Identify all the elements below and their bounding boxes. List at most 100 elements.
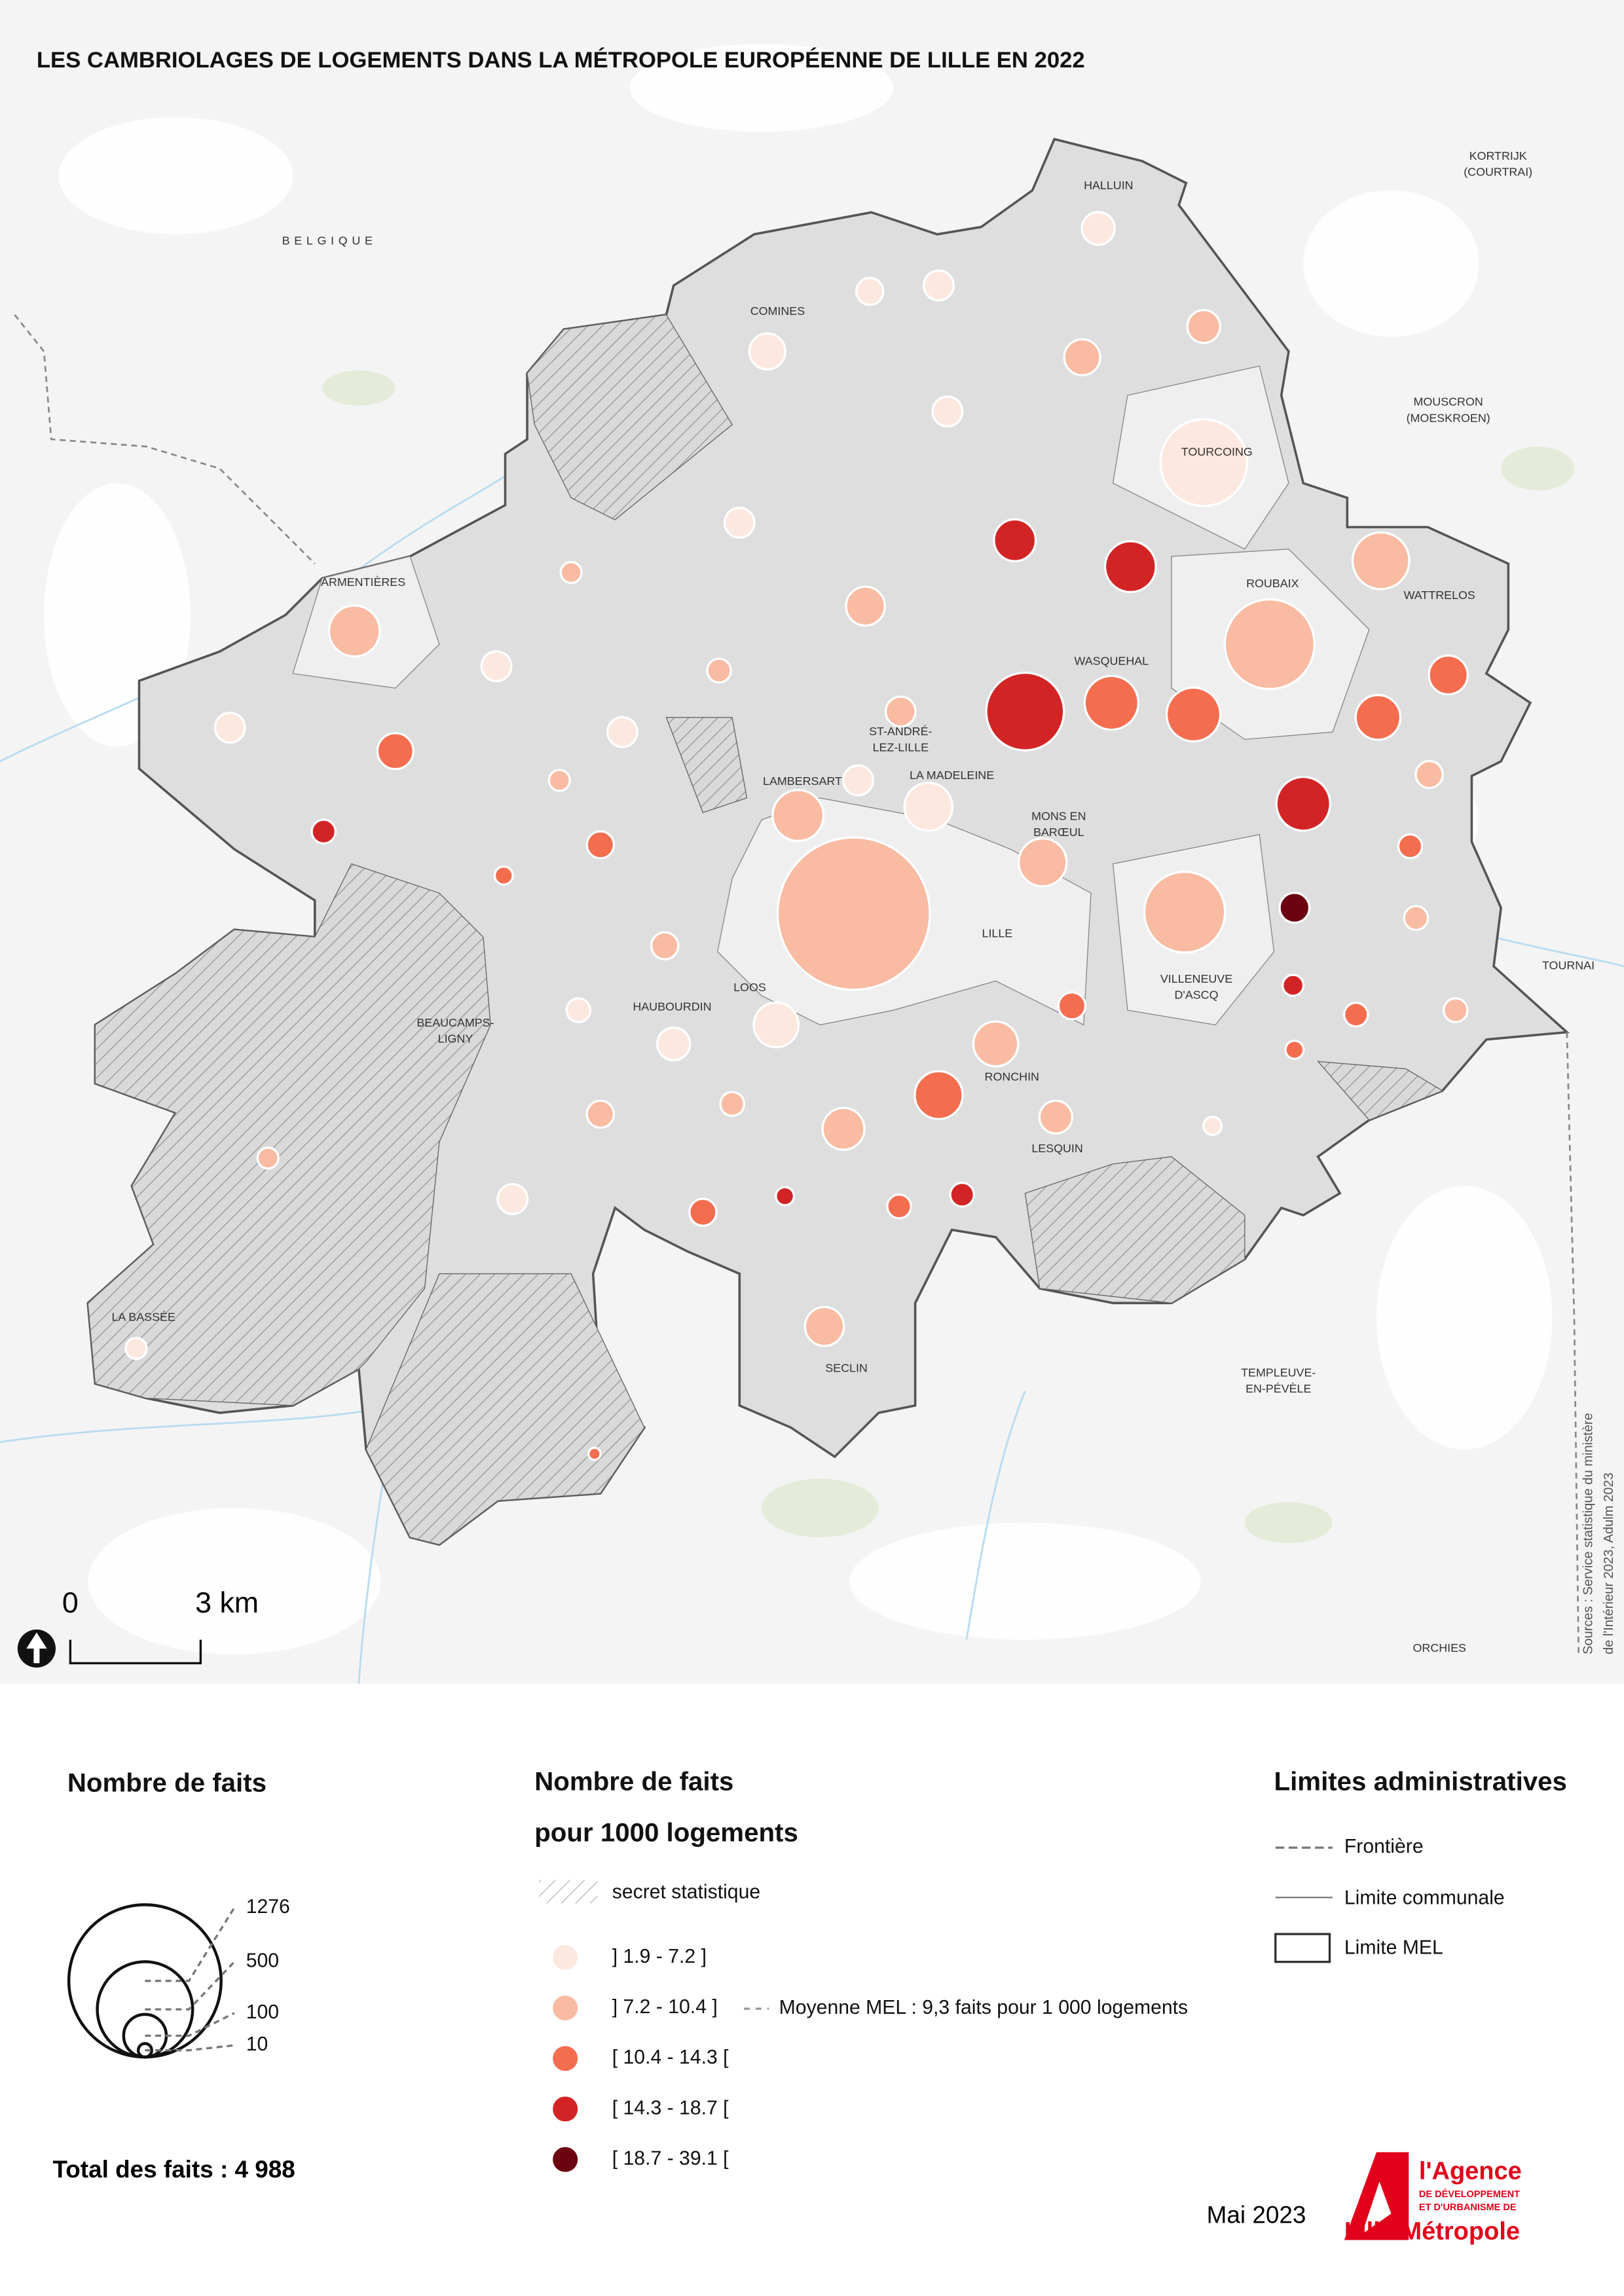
place-label: EN-PÉVÈLE <box>1246 1382 1311 1395</box>
legend-size-label: 1276 <box>246 1896 290 1918</box>
place-label: LILLE <box>982 927 1013 940</box>
bubble <box>1159 418 1249 507</box>
bubble <box>1342 1001 1369 1028</box>
bubble <box>493 865 514 886</box>
place-label: BARŒUL <box>1033 826 1084 839</box>
legend-leader <box>145 2012 235 2037</box>
bubble-layer <box>124 211 1469 1461</box>
bubble <box>886 1193 912 1220</box>
bubble <box>1038 1099 1074 1135</box>
place-label: TOURNAI <box>1542 959 1595 972</box>
bubble <box>1414 759 1444 790</box>
bubble <box>1281 974 1305 997</box>
bubble <box>547 769 571 792</box>
legend-size-label: 10 <box>246 2033 268 2055</box>
legend-title: Limites administratives <box>1274 1766 1567 1796</box>
bubble <box>1354 693 1402 741</box>
bubble <box>310 818 337 845</box>
bubble <box>884 695 917 728</box>
logo-text: l'Agence <box>1419 2158 1522 2185</box>
bubble <box>585 830 616 860</box>
bubble <box>855 276 885 306</box>
legend-title: pour 1000 logements <box>534 1818 798 1848</box>
bubble <box>1428 654 1469 696</box>
place-label: TOURCOING <box>1181 445 1253 458</box>
place-label: WASQUEHAL <box>1075 655 1149 668</box>
secret-areas <box>87 314 1444 1546</box>
legend-label: Frontière <box>1344 1836 1424 1857</box>
bubble <box>1202 1116 1223 1137</box>
total: Total des faits : 4 988 <box>53 2156 295 2183</box>
place-label: ST-ANDRÉ- <box>869 725 932 738</box>
green-areas <box>322 370 1574 1544</box>
scale-distance: 3 km <box>195 1587 259 1619</box>
bubble <box>903 782 954 832</box>
bubble <box>1103 540 1157 593</box>
place-label: WATTRELOS <box>1404 589 1475 602</box>
place-label: VILLENEUVE <box>1160 972 1232 985</box>
legend-title: Nombre de faits <box>67 1768 267 1798</box>
bubble <box>931 395 964 428</box>
place-label: LEZ-LILLE <box>873 740 929 754</box>
legend-class-label: [ 18.7 - 39.1 [ <box>612 2147 729 2169</box>
logo-text: ET D'URBANISME DE <box>1419 2202 1517 2213</box>
bubble <box>719 1091 745 1117</box>
legend-leader <box>145 1907 236 1982</box>
legend-class-label: ] 1.9 - 7.2 ] <box>612 1946 707 1967</box>
legend-size-label: 500 <box>246 1950 279 1972</box>
place-label: ROUBAIX <box>1246 577 1299 590</box>
bubble <box>985 671 1065 752</box>
bubble <box>922 269 955 302</box>
bubble <box>1223 598 1316 691</box>
place-label: RONCHIN <box>985 1070 1039 1084</box>
logo: l'Agence DE DÉVELOPPEMENT ET D'URBANISME… <box>1344 2152 1522 2245</box>
bubble <box>776 836 931 991</box>
background-blobs <box>44 44 1553 1655</box>
bubble <box>803 1305 845 1347</box>
bubble <box>1443 997 1469 1023</box>
place-label: BEAUCAMPS- <box>416 1016 494 1029</box>
bubble <box>1351 531 1411 591</box>
place-label: LAMBERSART <box>763 774 842 788</box>
legend-size-label: 100 <box>246 2001 279 2023</box>
bubble <box>496 1183 529 1216</box>
bubble <box>1143 870 1227 954</box>
bubble <box>1063 338 1101 376</box>
bubble <box>650 931 680 960</box>
place-label: ORCHIES <box>1413 1641 1467 1654</box>
place-label: LA BASSÉE <box>111 1310 175 1323</box>
bubble <box>213 712 246 744</box>
bubble <box>587 1446 602 1461</box>
legend-label: secret statistique <box>612 1881 760 1903</box>
bubble <box>748 332 786 371</box>
place-label: MONS EN <box>1031 810 1086 823</box>
bubble <box>1186 309 1221 344</box>
bubble <box>845 585 886 627</box>
bubble <box>1165 686 1222 743</box>
bubble <box>775 1186 796 1207</box>
scale-bar <box>69 1639 202 1665</box>
bubble <box>993 518 1037 562</box>
title: LES CAMBRIOLAGES DE LOGEMENTS DANS LA MÉ… <box>37 46 1085 73</box>
place-label: HALLUIN <box>1084 179 1134 192</box>
legend-class-swatch <box>551 2095 580 2123</box>
bubble <box>327 604 381 658</box>
place-label: SECLIN <box>825 1362 868 1375</box>
bubble <box>752 1001 800 1049</box>
place-label: LA MADELEINE <box>910 769 994 782</box>
bubble <box>949 1182 976 1208</box>
bubble <box>376 732 415 771</box>
bubble <box>688 1197 718 1227</box>
place-label: LOOS <box>733 981 766 994</box>
place-label: LIGNY <box>438 1032 473 1046</box>
sources: Sources : Service statistique du ministè… <box>1581 1413 1596 1654</box>
legend-class-swatch <box>551 1994 580 2022</box>
place-label: HAUBOURDIN <box>633 1000 711 1013</box>
legend-leader <box>145 2044 234 2052</box>
legend-label: Limite MEL <box>1344 1937 1443 1958</box>
sources: de l'Intérieur 2023, Adulm 2023 <box>1602 1472 1616 1654</box>
bubble <box>1080 211 1116 246</box>
legend-mel <box>1274 1933 1331 1963</box>
bubble <box>1083 674 1140 731</box>
